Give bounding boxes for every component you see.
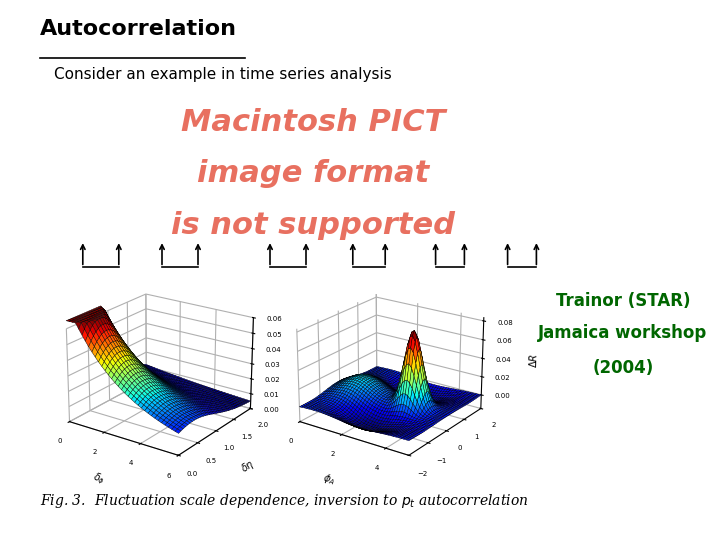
Text: is not supported: is not supported	[171, 211, 455, 240]
Text: image format: image format	[197, 159, 429, 188]
Text: Macintosh PICT: Macintosh PICT	[181, 108, 446, 137]
Text: Consider an example in time series analysis: Consider an example in time series analy…	[54, 68, 392, 83]
X-axis label: $\delta_\phi$: $\delta_\phi$	[91, 470, 107, 488]
Text: Fig. 3.  Fluctuation scale dependence, inversion to $p_t$ autocorrelation: Fig. 3. Fluctuation scale dependence, in…	[40, 492, 528, 510]
Text: Autocorrelation: Autocorrelation	[40, 19, 237, 39]
Text: Jamaica workshop: Jamaica workshop	[538, 324, 708, 342]
Text: (2004): (2004)	[592, 359, 654, 377]
Y-axis label: $\delta\eta$: $\delta\eta$	[238, 457, 258, 476]
Text: Trainor (STAR): Trainor (STAR)	[556, 292, 690, 309]
X-axis label: $\phi_A$: $\phi_A$	[321, 470, 338, 487]
